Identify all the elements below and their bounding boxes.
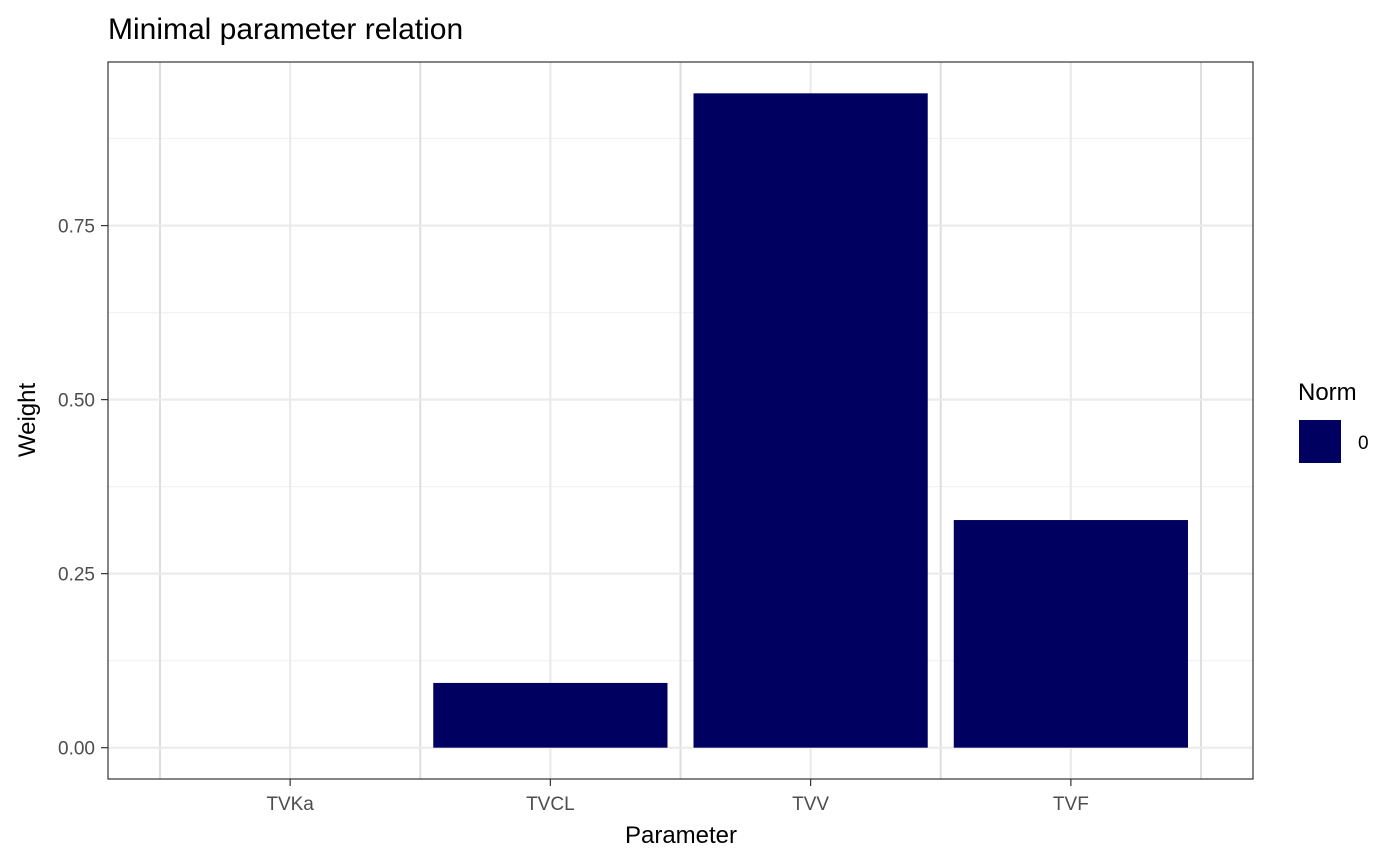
x-tick-label-tvka: TVKa [266,794,314,815]
bar-tvcl [433,682,668,748]
legend: Norm 0 [1298,379,1369,463]
bar-tvf [953,520,1188,748]
legend-item-label: 0 [1358,433,1369,454]
x-axis-title: Parameter [625,822,737,849]
y-tick-label: 0.00 [58,739,95,760]
bar-tvv [693,93,928,748]
panel-border [107,61,1254,780]
x-tick-label-tvv: TVV [792,794,829,815]
bars [433,93,1188,748]
y-axis-title: Weight [14,383,41,458]
x-axis: TVKa TVCL TVV TVF [266,779,1089,815]
y-tick-label: 0.50 [58,391,95,412]
legend-title: Norm [1298,379,1357,406]
y-tick-label: 0.25 [58,565,95,586]
x-tick-label-tvf: TVF [1053,794,1089,815]
chart-title: Minimal parameter relation [108,13,463,46]
plot-panel [107,61,1254,780]
y-tick-label: 0.75 [58,217,95,238]
x-tick-label-tvcl: TVCL [526,794,575,815]
y-axis: 0.00 0.25 0.50 0.75 [58,217,108,760]
legend-key-swatch [1299,420,1341,463]
